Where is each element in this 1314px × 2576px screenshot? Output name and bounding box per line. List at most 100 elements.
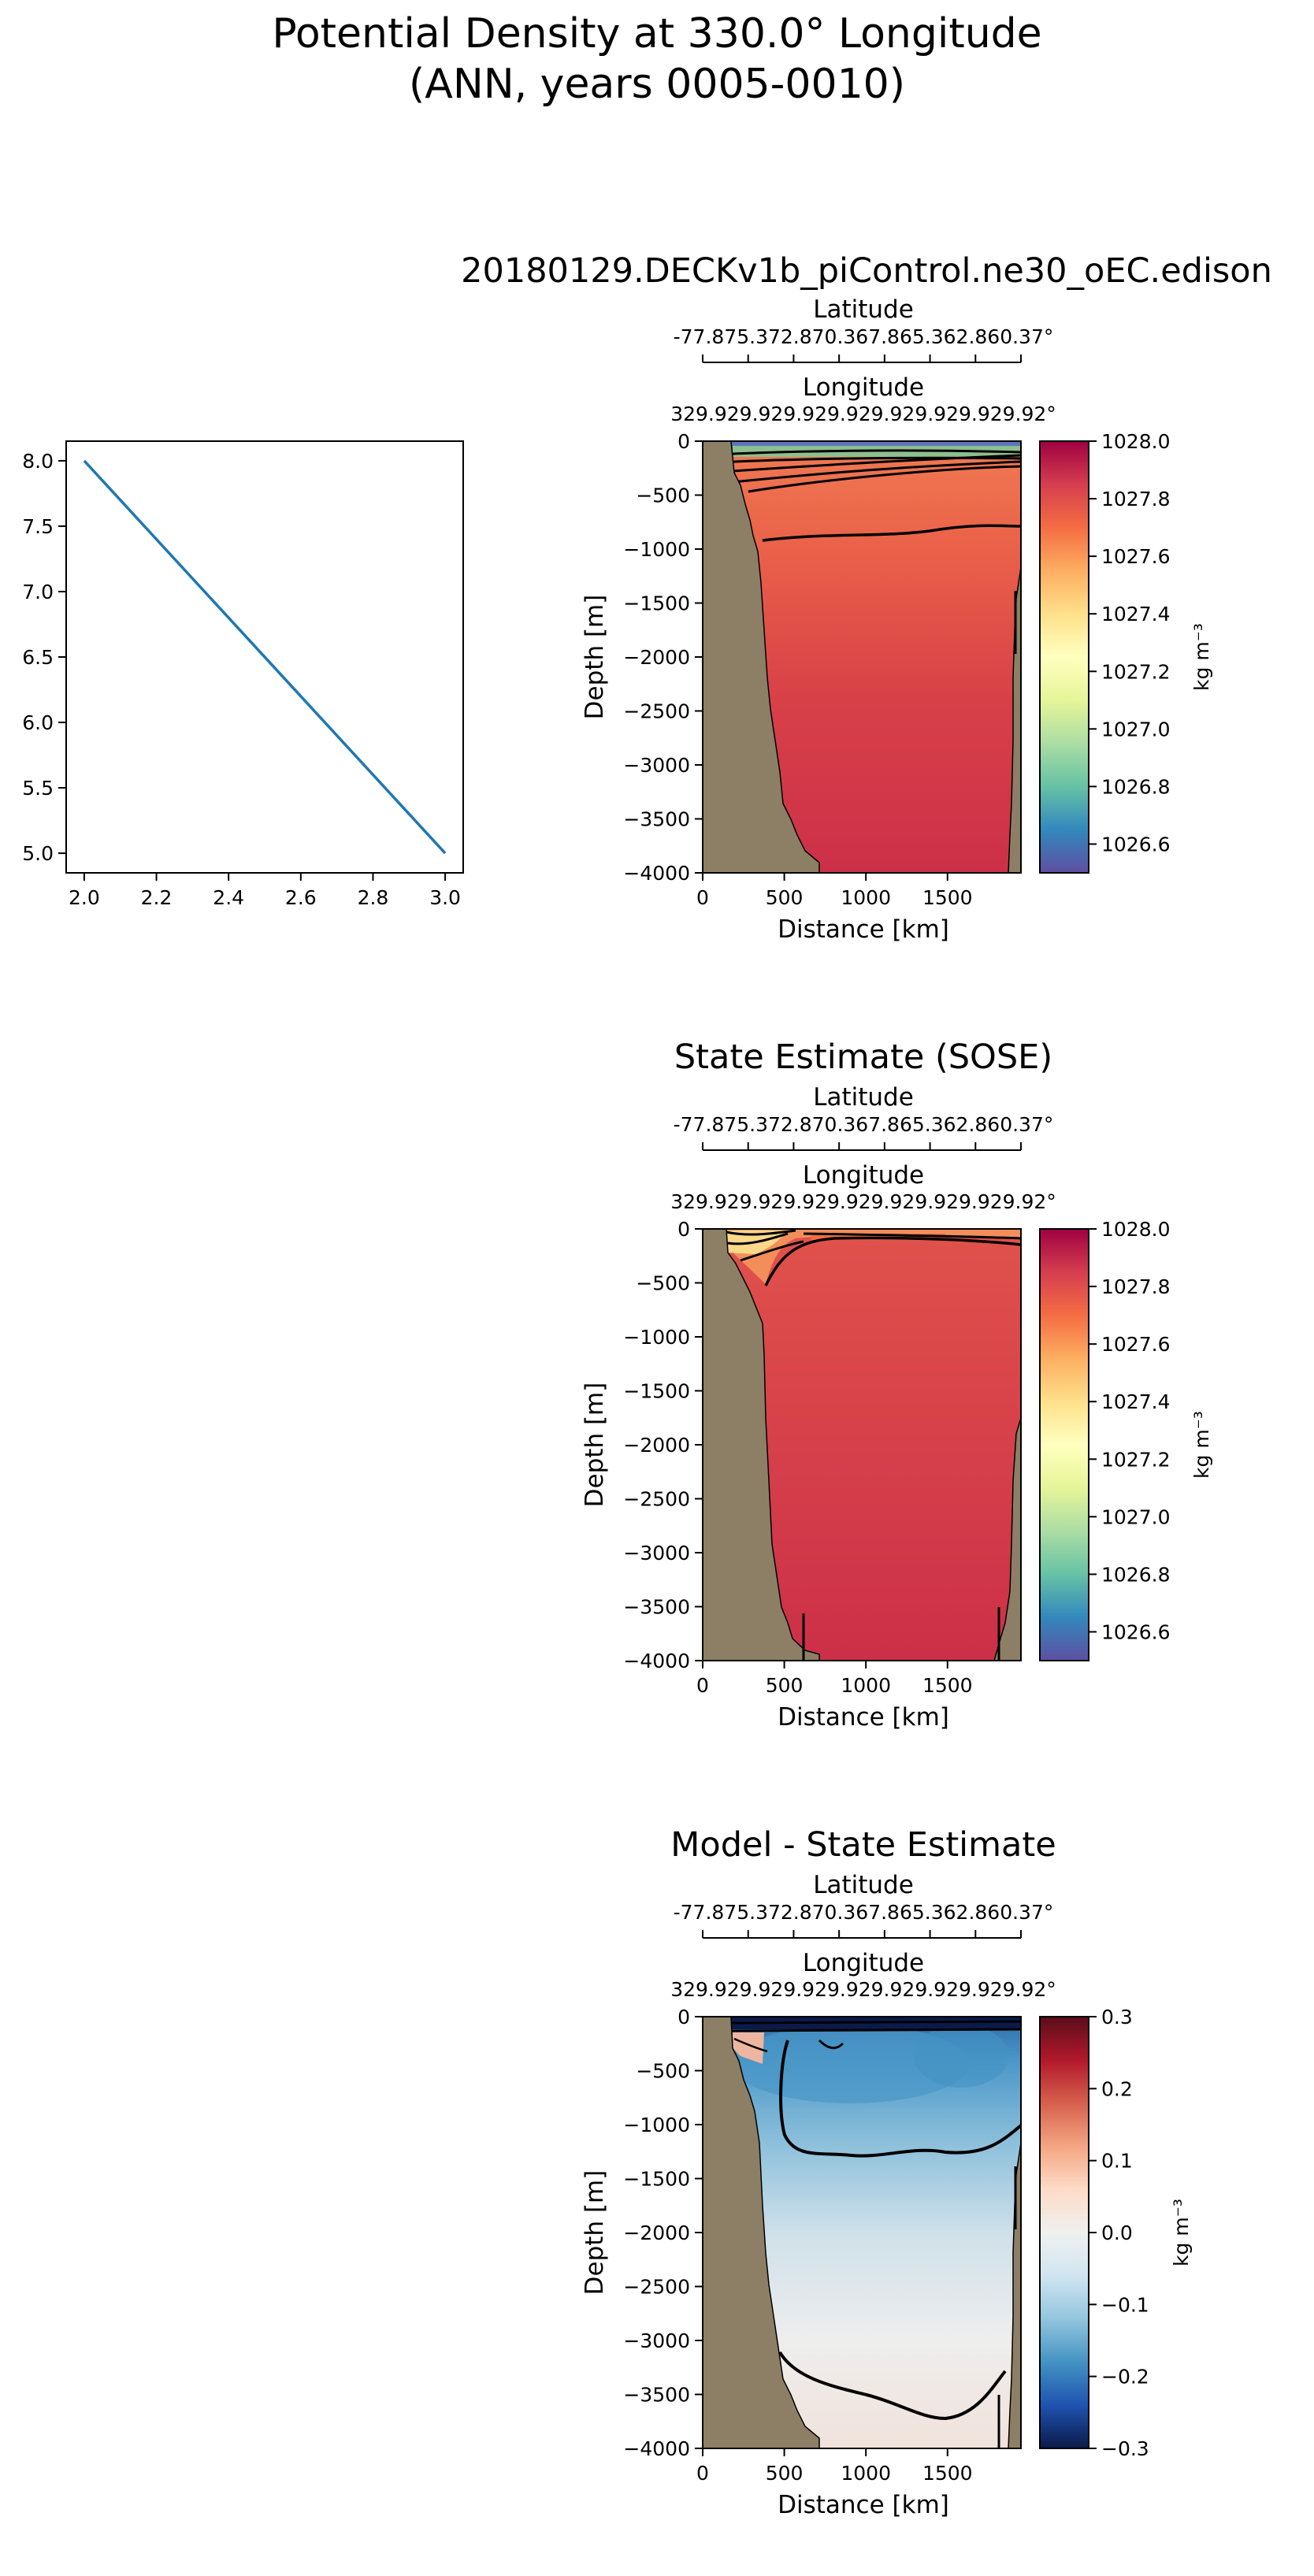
colorbar-tick-label: 1027.0 [1101,1505,1170,1528]
y-tick-label: −2500 [623,1488,690,1511]
line-xticks: 2.0 2.2 2.4 2.6 2.8 3.0 [69,873,461,909]
x-tick-label: 500 [766,886,804,909]
y-ticks: 0 −500 −1000 −1500 −2000 −2500 −3000 −3500 −4000 [623,1218,703,1672]
latitude-ticks [702,354,1022,362]
contour-line [748,465,1021,493]
contour-line [733,2037,768,2053]
contour-line [730,2020,1021,2025]
colorbar-label: kg m⁻³ [1190,623,1213,691]
y-tick-label: −1500 [623,2168,690,2191]
y-tick-label: 7.5 [22,515,54,538]
y-tick-label: −3000 [623,1542,690,1565]
y-tick-label: 5.0 [22,842,54,865]
y-tick-label: −3000 [623,754,690,777]
contour-line [732,460,1021,484]
y-tick-label: 0 [677,2006,690,2029]
land-mask-east [993,1417,1021,1661]
y-tick-label: −2000 [623,2222,690,2244]
x-axis-label: Distance [km] [778,1703,949,1732]
colorbar-tick-label: 1028.0 [1101,1218,1170,1241]
line-yticks: 5.0 5.5 6.0 6.5 7.0 7.5 8.0 [22,450,66,865]
colorbar-tick-label: 0.3 [1101,2006,1133,2029]
line-series [83,459,447,855]
figure-title-line2: (ANN, years 0005-0010) [409,61,905,108]
colorbar-tick-label: −0.2 [1101,2366,1149,2389]
longitude-tick-labels: 329.929.929.929.929.929.929.929.92° [670,403,1056,425]
y-tick-label: −500 [636,2060,690,2083]
colorbar-ticks: 1028.0 1027.8 1027.6 1027.4 1027.2 1027.0 1026… [1089,1218,1170,1643]
y-tick-label: −1000 [623,538,690,561]
x-ticks: 0 500 1000 1500 [696,1661,973,1697]
contour-line [818,2039,844,2050]
colorbar-tick-label: 1027.4 [1101,603,1170,625]
longitude-tick-labels: 329.929.929.929.929.929.929.929.92° [670,1190,1056,1213]
longitude-axis-label: Longitude [803,1161,924,1190]
colorbar-label: kg m⁻³ [1190,1411,1213,1479]
y-tick-label: −500 [636,1272,690,1295]
colorbar-tick-label: 1027.6 [1101,1333,1170,1356]
colorbar-tick-label: −0.3 [1101,2437,1149,2460]
contour-line [732,454,1021,473]
x-tick-label: 500 [766,2462,804,2485]
y-tick-label: 8.0 [22,450,54,473]
latitude-tick-labels: -77.875.372.870.367.865.362.860.37° [674,1113,1054,1136]
x-ticks: 0 500 1000 1500 [696,873,973,909]
colorbar-tick-label: −0.1 [1101,2293,1149,2316]
land-mask-west [703,2017,820,2448]
y-tick-label: −3500 [623,808,690,831]
y-tick-label: −500 [636,484,690,507]
contour-line [740,1240,804,1262]
colorbar-tick-label: 1026.6 [1101,833,1170,856]
latitude-tick-labels: -77.875.372.870.367.865.362.860.37° [674,1901,1054,1924]
latitude-axis-label: Latitude [813,1083,914,1112]
y-tick-label: 5.5 [22,777,54,800]
longitude-axis-label: Longitude [803,373,924,402]
colorbar [1039,2016,1089,2449]
x-tick-label: 2.0 [69,886,100,909]
line-plot: 2.0 2.2 2.4 2.6 2.8 3.0 5.0 5.5 6.0 6.5 7.0 7.5 8.0 [22,440,464,909]
x-tick-label: 1000 [841,2462,891,2485]
x-tick-label: 1000 [841,886,891,909]
longitude-axis-label: Longitude [803,1949,924,1977]
y-tick-label: −1000 [623,2114,690,2136]
colorbar [1039,440,1089,874]
panel-title: State Estimate (SOSE) [674,1037,1052,1077]
panel-reference: State Estimate (SOSE) Latitude -77.875.3… [581,1037,1213,1732]
contour-line [762,524,1021,542]
colorbar-label: kg m⁻³ [1170,2199,1193,2266]
y-ticks: 0 −500 −1000 −1500 −2000 −2500 −3000 −3500 −4000 [623,2006,703,2460]
y-tick-label: −3500 [623,2384,690,2407]
y-tick-label: −2000 [623,646,690,669]
colorbar [1039,1228,1089,1661]
colorbar-tick-label: 1028.0 [1101,430,1170,453]
x-tick-label: 1500 [922,1674,973,1697]
latitude-axis-label: Latitude [813,1871,914,1899]
y-tick-label: −2000 [623,1434,690,1457]
y-tick-label: −1500 [623,592,690,615]
y-tick-label: 7.0 [22,581,54,603]
colorbar-tick-label: 1027.8 [1101,488,1170,510]
y-tick-label: −1000 [623,1326,690,1349]
y-tick-label: −4000 [623,862,690,885]
x-tick-label: 0 [696,1674,709,1697]
colorbar-tick-label: 1027.2 [1101,660,1170,683]
y-tick-label: −2500 [623,700,690,723]
y-ticks: 0 −500 −1000 −1500 −2000 −2500 −3000 −3500 −4000 [623,430,703,885]
x-tick-label: 1500 [922,886,973,909]
panel-title: 20180129.DECKv1b_piControl.ne30_oEC.edis… [461,251,1272,291]
colorbar-tick-label: 1026.6 [1101,1620,1170,1643]
figure-title-line1: Potential Density at 330.0° Longitude [272,10,1041,58]
x-ticks: 0 500 1000 1500 [696,2448,973,2485]
y-tick-label: 0 [677,430,690,453]
colorbar-ticks: 0.3 0.2 0.1 0.0 −0.1 −0.2 −0.3 [1089,2006,1149,2460]
colorbar-tick-label: 0.0 [1101,2222,1133,2244]
colorbar-tick-label: 1027.4 [1101,1390,1170,1413]
y-axis-label: Depth [m] [581,595,609,720]
colorbar-tick-label: 1026.8 [1101,775,1170,798]
latitude-ticks [702,1930,1022,1938]
panel-title: Model - State Estimate [670,1825,1056,1865]
y-tick-label: −4000 [623,2437,690,2460]
contour-line [764,1236,1021,1286]
contour-line [727,1232,789,1245]
y-tick-label: −2500 [623,2276,690,2299]
